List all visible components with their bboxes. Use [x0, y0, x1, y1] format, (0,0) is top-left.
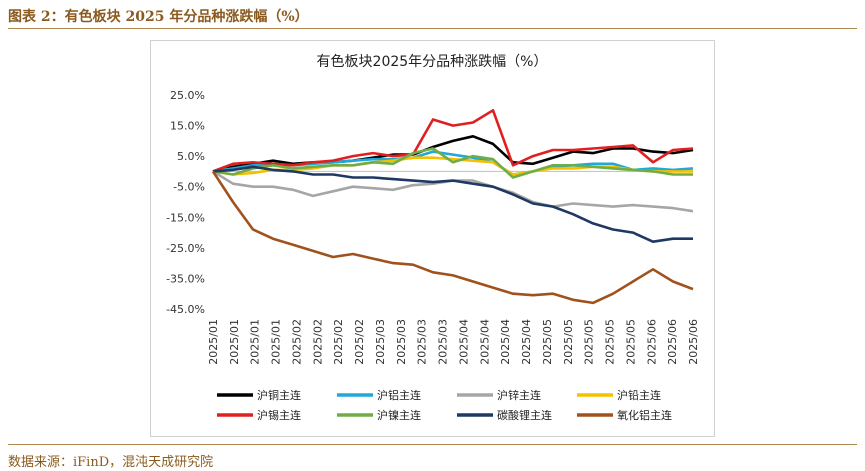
chart-title: 有色板块2025年分品种涨跌幅（%）: [317, 53, 548, 70]
line-chart: 有色板块2025年分品种涨跌幅（%） 25.0% 15.0% 5.0% -5.0% -15…: [166, 53, 700, 422]
x-tick-label: 2025/04: [520, 319, 533, 365]
x-tick-label: 2025/05: [583, 319, 596, 365]
y-tick-label: 15.0%: [170, 120, 205, 133]
y-tick-label: -45.0%: [166, 303, 205, 316]
x-tick-label: 2025/04: [478, 319, 491, 365]
x-tick-label: 2025/04: [457, 319, 470, 365]
x-tick-label: 2025/02: [353, 319, 366, 365]
x-tick-label: 2025/02: [311, 319, 324, 365]
top-rule: [8, 28, 857, 29]
bottom-rule: [8, 444, 857, 445]
legend-label: 沪铜主连: [257, 388, 301, 402]
legend-label: 沪铅主连: [617, 388, 661, 402]
x-tick-label: 2025/03: [416, 319, 429, 365]
legend-label: 氧化铝主连: [617, 408, 672, 422]
y-tick-label: 25.0%: [170, 89, 205, 102]
x-tick-label: 2025/02: [290, 319, 303, 365]
chart-container: 有色板块2025年分品种涨跌幅（%） 25.0% 15.0% 5.0% -5.0% -15…: [150, 40, 715, 437]
series-line: [212, 147, 693, 179]
x-tick-label: 2025/03: [374, 319, 387, 365]
x-tick-label: 2025/03: [395, 319, 408, 365]
series-line: [212, 109, 694, 173]
x-tick-label: 2025/01: [249, 319, 262, 365]
series-line: [212, 170, 694, 213]
x-tick-label: 2025/01: [228, 319, 241, 365]
y-tick-label: -35.0%: [166, 272, 205, 285]
legend-label: 沪锌主连: [497, 388, 541, 402]
legend-label: 碳酸锂主连: [497, 408, 552, 422]
x-tick-label: 2025/01: [207, 319, 220, 365]
x-tick-label: 2025/03: [437, 319, 450, 365]
series-line: [212, 165, 693, 243]
source-note: 数据来源：iFinD，混沌天成研究院: [8, 455, 214, 470]
y-tick-label: -5.0%: [173, 181, 205, 194]
x-tick-label: 2025/04: [499, 319, 512, 365]
legend-label: 沪铝主连: [377, 388, 421, 402]
y-tick-label: -15.0%: [166, 211, 205, 224]
series-line: [212, 135, 694, 173]
x-tick-label: 2025/05: [541, 319, 554, 365]
x-tick-label: 2025/05: [624, 319, 637, 365]
series-line: [211, 170, 694, 305]
x-tick-label: 2025/05: [604, 319, 617, 365]
legend-label: 沪锡主连: [257, 408, 301, 422]
x-tick-label: 2025/02: [332, 319, 345, 365]
x-tick-label: 2025/06: [645, 319, 658, 365]
figure-title: 图表 2：有色板块 2025 年分品种涨跌幅（%）: [8, 9, 309, 25]
x-tick-label: 2025/06: [687, 319, 700, 365]
x-tick-label: 2025/01: [270, 319, 283, 365]
y-tick-label: -25.0%: [166, 242, 205, 255]
y-tick-label: 5.0%: [177, 150, 205, 163]
legend-label: 沪镍主连: [377, 408, 421, 422]
x-tick-label: 2025/06: [666, 319, 679, 365]
x-tick-label: 2025/05: [562, 319, 575, 365]
series-line: [212, 156, 693, 176]
